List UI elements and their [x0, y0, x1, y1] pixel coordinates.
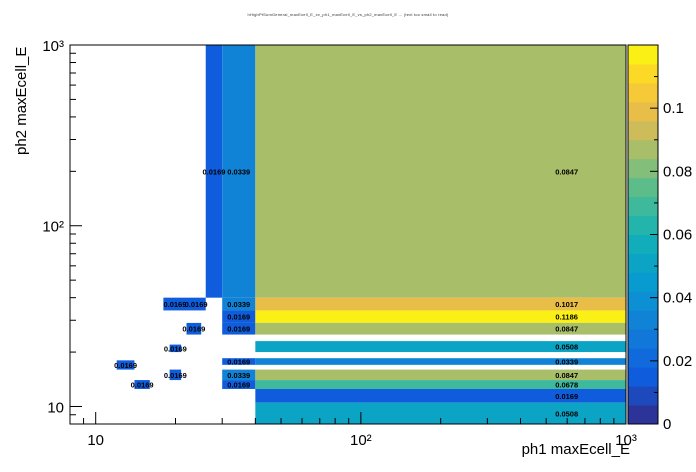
cell-value-label: 0.0339	[227, 300, 250, 309]
colorbar-swatch	[628, 196, 658, 217]
colorbar-swatch	[628, 215, 658, 235]
y-tick-label: 10²	[42, 219, 64, 236]
cell-value-label: 0.0339	[227, 371, 250, 380]
cell-value-label: 0.0169	[163, 300, 186, 309]
cell-value-label: 0.0169	[227, 313, 250, 322]
heatmap-cell	[222, 322, 256, 335]
colorbar-tick-label: 0.08	[663, 163, 692, 180]
y-tick-label: 10	[47, 399, 64, 416]
heatmap-cell	[255, 358, 627, 365]
heatmap-cell	[222, 310, 256, 323]
colorbar-tick-label: 0.1	[663, 100, 684, 117]
colorbar-tick-label: 0.02	[663, 353, 692, 370]
heatmap-cell	[222, 380, 256, 389]
colorbar-swatch	[628, 386, 658, 406]
colorbar-swatch	[628, 253, 658, 273]
heatmap-cell	[163, 297, 187, 311]
heatmap-cell	[222, 45, 256, 298]
colorbar-swatch	[628, 272, 658, 292]
x-tick-label: 10³	[615, 432, 637, 449]
colorbar-swatch	[628, 120, 658, 141]
heatmap-cell	[186, 297, 206, 311]
colorbar-swatch	[628, 234, 658, 254]
y-tick-label: 10³	[42, 38, 64, 55]
cell-value-label: 0.0169	[182, 325, 205, 334]
heatmap-cell	[186, 322, 202, 335]
colorbar-swatch	[628, 310, 658, 330]
heatmap-cell	[134, 380, 150, 389]
cell-value-label: 0.0508	[555, 409, 578, 418]
colorbar-swatch	[628, 45, 658, 65]
cell-value-label: 0.1017	[555, 300, 578, 309]
cell-value-label: 0.0508	[555, 343, 578, 352]
heatmap-cell	[169, 369, 182, 381]
heatmap-cell	[255, 45, 627, 298]
colorbar-swatch	[628, 158, 658, 179]
colorbar-swatch	[628, 405, 658, 425]
heatmap-cell	[205, 45, 223, 298]
cell-value-label: 0.0169	[185, 300, 208, 309]
cell-value-label: 0.0169	[227, 325, 250, 334]
heatmap-cell	[222, 297, 256, 311]
x-axis-label: ph1 maxEcell_E	[521, 441, 630, 458]
heatmap-cell	[255, 322, 627, 335]
heatmap-cell	[255, 297, 627, 311]
colorbar-swatch	[628, 139, 658, 160]
colorbar-tick-label: 0	[663, 416, 671, 433]
colorbar-swatch	[628, 63, 658, 84]
heatmap-cell	[255, 388, 627, 403]
cell-value-label: 0.0678	[555, 381, 578, 390]
heatmap-cell	[255, 369, 627, 381]
cell-value-label: 0.0339	[227, 167, 250, 176]
colorbar-swatch	[628, 329, 658, 349]
cell-value-label: 0.0847	[555, 167, 578, 176]
cell-value-label: 0.1186	[555, 313, 578, 322]
colorbar-swatch	[628, 82, 658, 103]
colorbar-swatch	[628, 291, 658, 311]
colorbar-swatch	[628, 348, 658, 368]
colorbar-swatch	[628, 367, 658, 387]
heatmap-cell	[255, 341, 627, 353]
chart-title: hHighPtSumGeneral_maxEcell_E_xx_ph1_maxE…	[247, 12, 449, 17]
x-tick-label: 10	[87, 432, 104, 449]
cell-value-label: 0.0169	[114, 361, 137, 370]
colorbar-tick-label: 0.06	[663, 227, 692, 244]
heatmap-cell	[116, 360, 135, 370]
colorbar-tick-label: 0.04	[663, 290, 692, 307]
heatmap-cell	[255, 402, 627, 424]
heatmap-cell	[255, 310, 627, 323]
heatmap-cell	[255, 380, 627, 389]
y-axis-label: ph2 maxEcell_E	[13, 46, 30, 155]
colorbar-swatch	[628, 101, 658, 122]
cell-value-label: 0.0169	[227, 358, 250, 367]
colorbar-swatch	[628, 177, 658, 198]
cell-value-label: 0.0169	[555, 392, 578, 401]
cell-value-label: 0.0847	[555, 371, 578, 380]
cell-value-label: 0.0169	[227, 381, 250, 390]
cell-value-label: 0.0169	[164, 344, 187, 353]
cell-value-label: 0.0339	[555, 358, 578, 367]
cell-value-label: 0.0169	[164, 371, 187, 380]
cell-value-label: 0.0847	[555, 325, 578, 334]
cell-value-label: 0.0169	[131, 381, 154, 390]
heatmap-cell	[222, 358, 256, 365]
cell-value-label: 0.0169	[202, 167, 225, 176]
heatmap-cell	[222, 369, 256, 381]
x-tick-label: 10²	[350, 432, 372, 449]
heatmap-cell	[169, 344, 182, 353]
